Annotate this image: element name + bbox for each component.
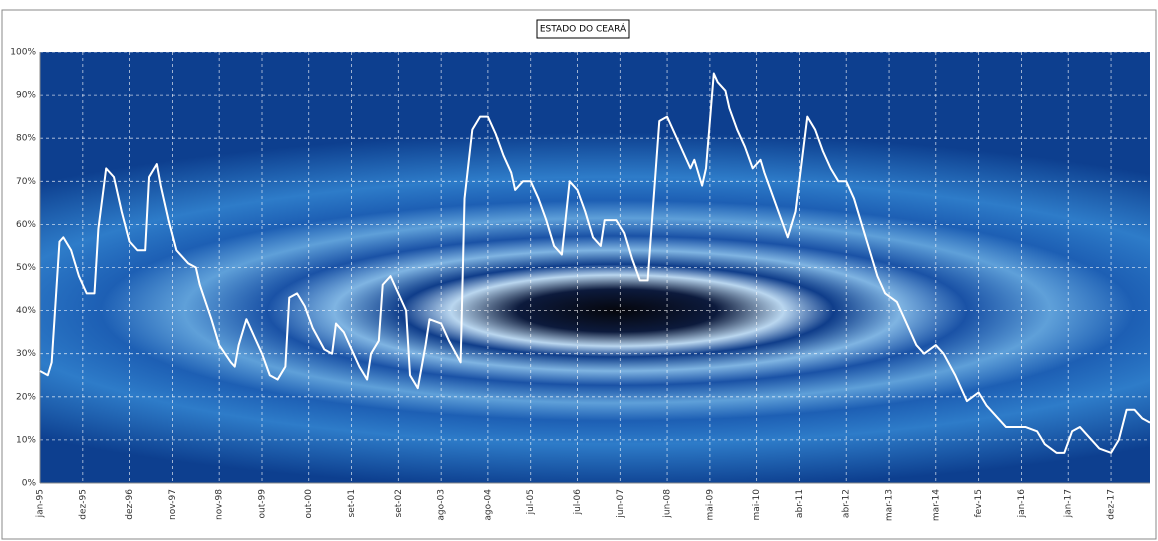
x-tick-label: out-99: [258, 489, 268, 519]
x-tick-label: out-00: [304, 489, 314, 519]
x-tick-label: jan-17: [1064, 489, 1074, 518]
x-tick-label: nov-98: [215, 489, 225, 520]
x-tick-label: jan-95: [36, 489, 46, 518]
x-tick-label: mar-14: [931, 489, 941, 521]
x-tick-label: abr-11: [795, 489, 805, 518]
y-tick-label: 80%: [16, 134, 36, 144]
y-tick-label: 90%: [16, 91, 36, 101]
chart-title: ESTADO DO CEARÁ: [540, 23, 627, 35]
x-tick-label: ago-03: [437, 489, 447, 521]
x-tick-label: jul-05: [526, 489, 536, 515]
y-tick-label: 60%: [16, 220, 36, 230]
y-tick-label: 100%: [10, 48, 36, 58]
x-tick-label: jun-07: [616, 489, 626, 519]
y-tick-label: 20%: [16, 392, 36, 402]
y-tick-label: 70%: [16, 177, 36, 187]
y-tick-label: 30%: [16, 349, 36, 359]
y-tick-label: 10%: [16, 435, 36, 445]
x-tick-label: jul-06: [573, 489, 583, 516]
y-tick-label: 50%: [16, 263, 36, 273]
x-tick-label: mai-10: [752, 489, 762, 521]
x-tick-label: nov-97: [168, 489, 178, 520]
x-tick-label: ago-04: [483, 489, 493, 521]
y-tick-label: 40%: [16, 306, 36, 316]
x-tick-label: set-01: [347, 489, 357, 517]
x-tick-label: dez-95: [78, 489, 88, 520]
x-tick-label: set-02: [394, 489, 404, 517]
x-tick-label: abr-12: [842, 489, 852, 518]
x-tick-label: dez-96: [125, 489, 135, 520]
x-tick-label: mai-09: [705, 489, 715, 521]
x-tick-label: jun-08: [663, 489, 673, 519]
y-tick-label: 0%: [22, 479, 37, 489]
chart: ESTADO DO CEARÁ 0% 10% 20% 30% 40% 50% 60% 70% 8…: [0, 0, 1158, 541]
x-tick-label: dez-17: [1107, 489, 1117, 520]
x-tick-label: jan-16: [1017, 489, 1027, 519]
x-tick-label: fev-15: [974, 489, 984, 518]
x-tick-label: mar-13: [885, 489, 895, 521]
